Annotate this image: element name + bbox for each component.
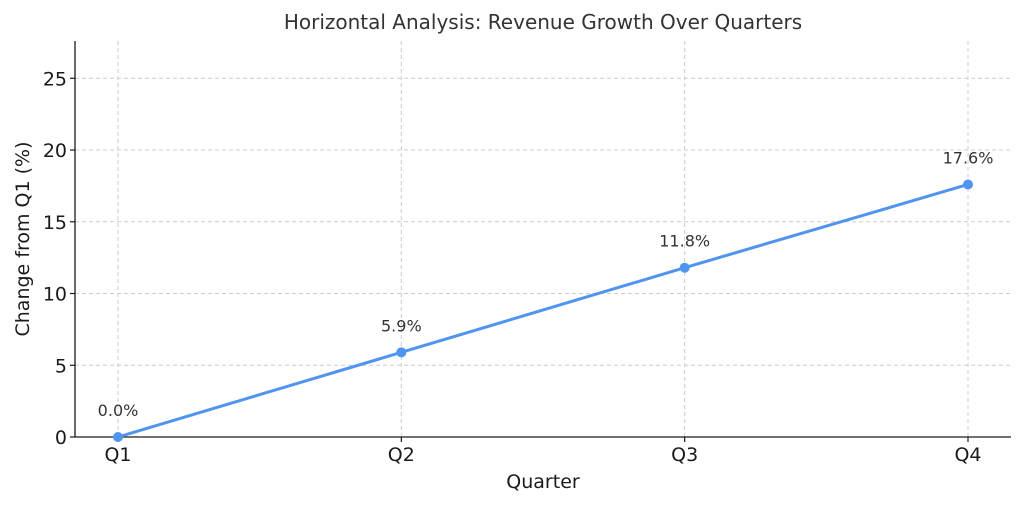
axes <box>74 41 1011 438</box>
x-ticks: Q1 Q2 Q3 Q4 <box>104 437 982 466</box>
x-tick-label-q3: Q3 <box>671 444 698 466</box>
y-axis-label: Change from Q1 (%) <box>12 141 34 336</box>
data-label-q4: 17.6% <box>943 148 994 167</box>
x-tick-label-q1: Q1 <box>104 444 131 466</box>
y-tick-label-10: 10 <box>43 284 67 306</box>
y-tick-label-15: 15 <box>43 212 67 234</box>
series-line-0 <box>116 182 970 439</box>
y-tick-label-5: 5 <box>55 355 67 377</box>
x-tick-label-q4: Q4 <box>954 444 981 466</box>
data-point-q1 <box>113 432 123 442</box>
y-ticks: 0 5 10 15 20 25 <box>43 68 75 449</box>
chart-title: Horizontal Analysis: Revenue Growth Over… <box>284 10 802 34</box>
data-point-q4 <box>963 179 973 190</box>
series-group <box>113 179 973 442</box>
data-labels: 0.0% 5.9% 11.8% 17.6% <box>98 148 994 420</box>
data-label-q3: 11.8% <box>659 232 710 251</box>
y-tick-label-20: 20 <box>43 140 67 162</box>
grid <box>75 41 1011 437</box>
y-tick-label-0: 0 <box>55 427 67 449</box>
data-label-q2: 5.9% <box>381 316 422 335</box>
y-tick-label-25: 25 <box>43 68 67 90</box>
x-axis-label: Quarter <box>506 471 580 493</box>
data-point-q3 <box>679 262 690 273</box>
x-tick-label-q2: Q2 <box>388 444 415 466</box>
data-label-q1: 0.0% <box>98 401 139 420</box>
data-point-q2 <box>396 347 407 358</box>
